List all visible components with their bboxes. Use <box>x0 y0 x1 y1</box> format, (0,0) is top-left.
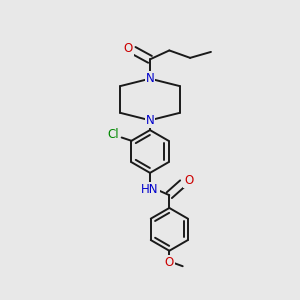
Text: O: O <box>124 42 133 56</box>
Text: N: N <box>146 114 154 127</box>
Text: N: N <box>146 72 154 85</box>
Text: O: O <box>165 256 174 269</box>
Text: Cl: Cl <box>107 128 118 141</box>
Text: HN: HN <box>141 183 159 196</box>
Text: O: O <box>184 174 193 187</box>
